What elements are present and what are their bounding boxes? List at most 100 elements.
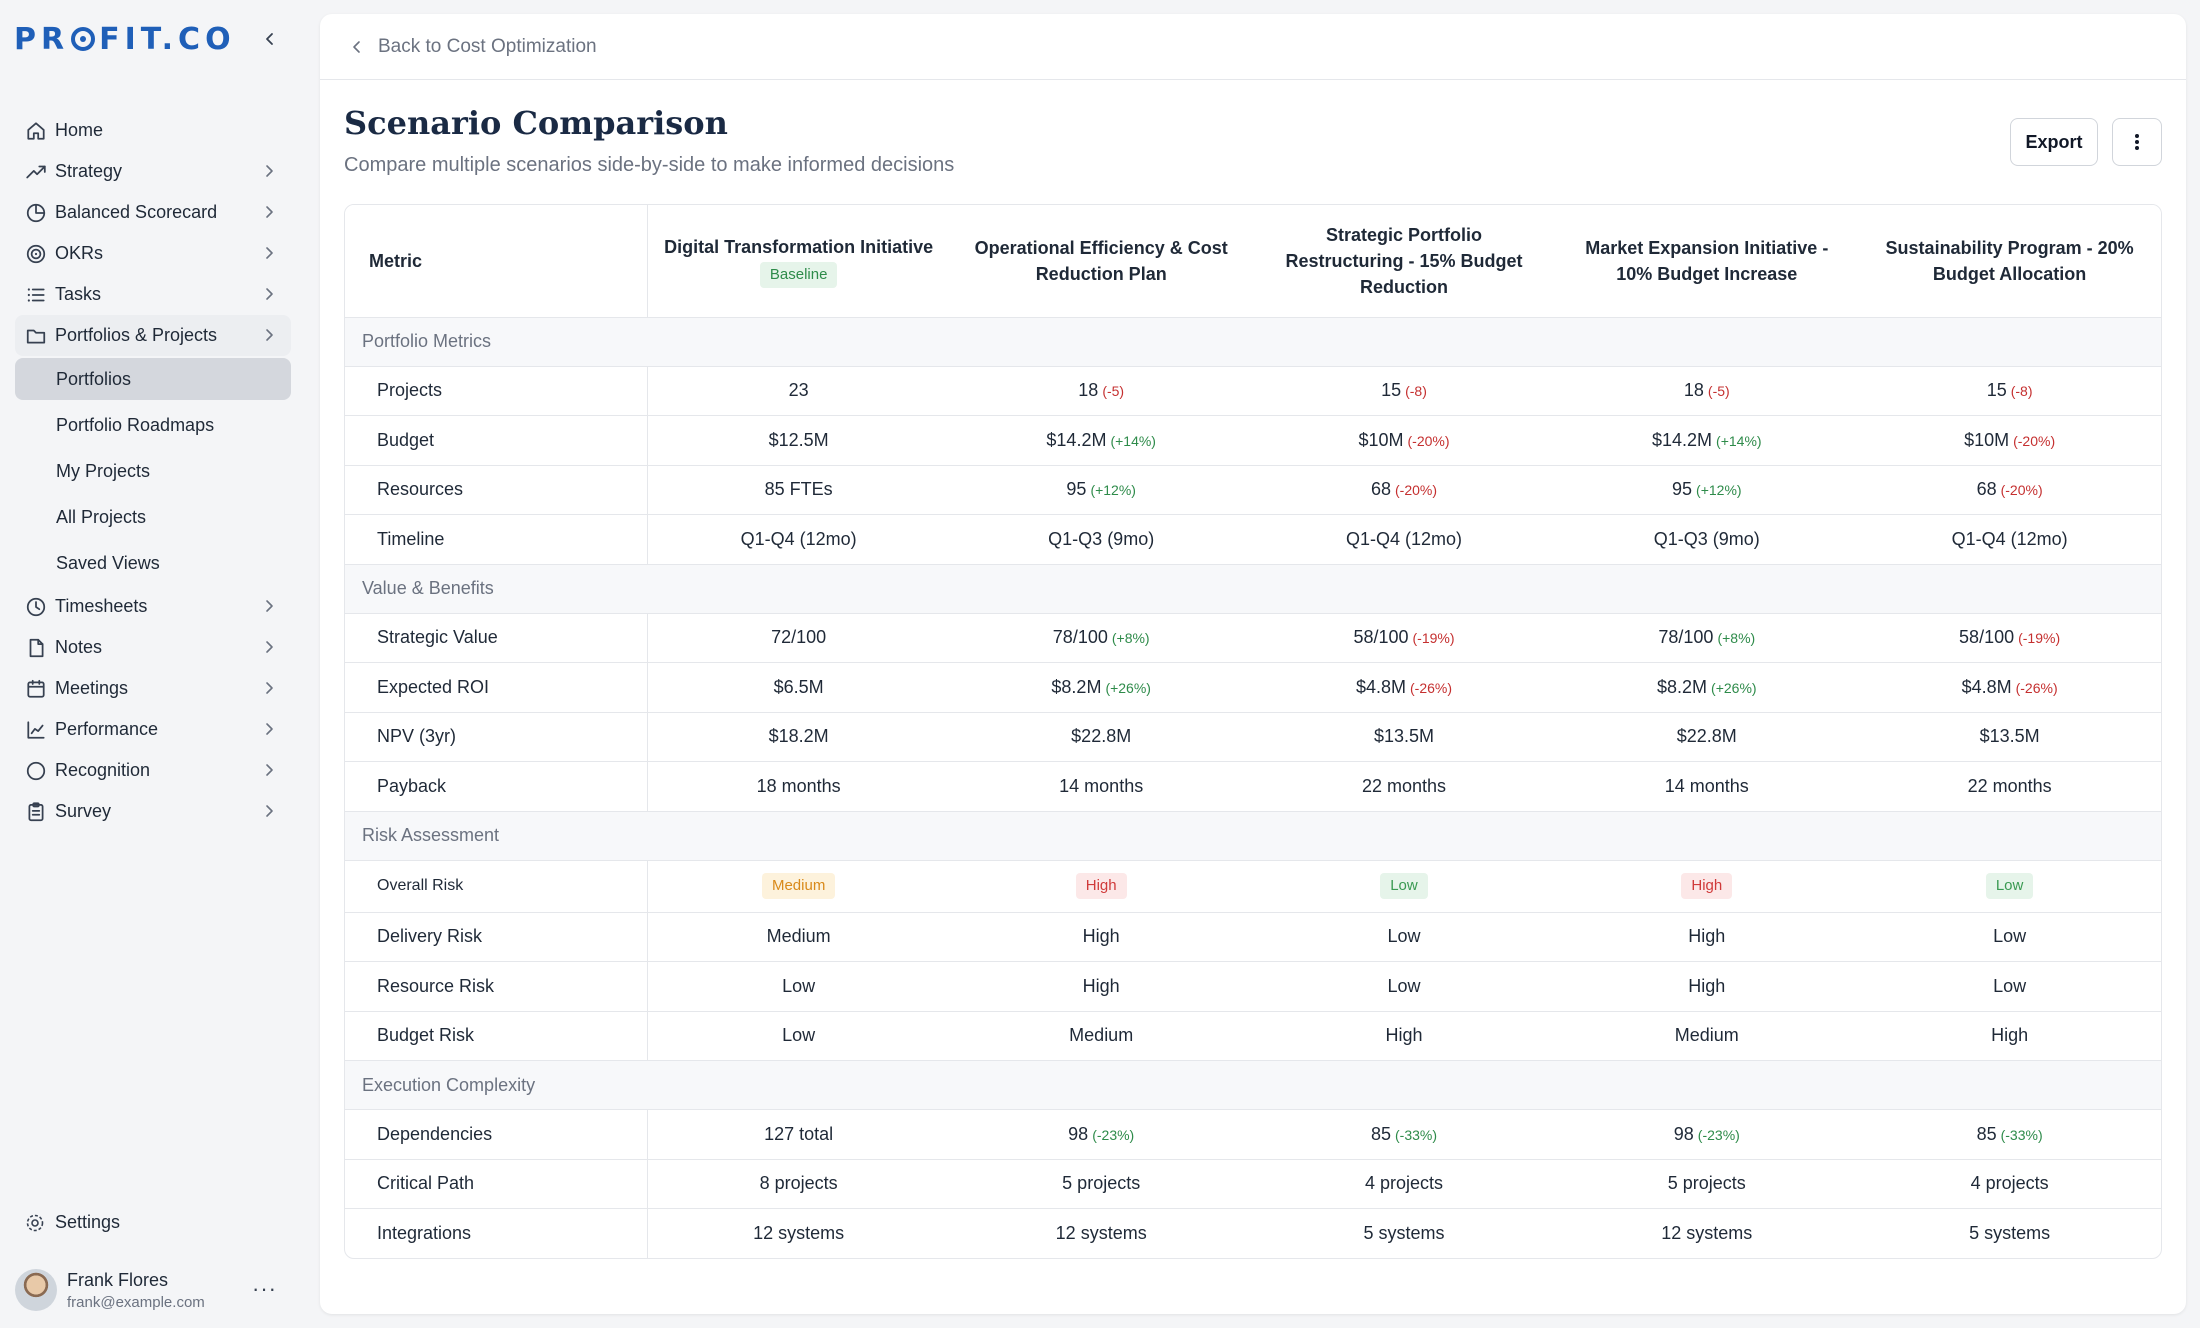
delta-value: (-33%) (2000, 1126, 2043, 1143)
value-cell: 98 (-23%) (949, 1109, 1253, 1159)
delta-value: (-8) (1405, 383, 1427, 400)
value-cell: 15 (-8) (1858, 365, 2161, 416)
delta-value: (-20%) (1395, 482, 1438, 499)
cell-value: 85 (1370, 1123, 1391, 1144)
cell-value: $10M (1358, 429, 1404, 450)
metric-label: Expected ROI (345, 662, 648, 712)
metric-label: Delivery Risk (345, 911, 648, 962)
cell-value: $8.2M (1657, 676, 1708, 697)
back-link[interactable]: Back to Cost Optimization (320, 14, 2186, 80)
metric-label: Integrations (345, 1208, 648, 1258)
sidebar-item-timesheets[interactable]: Timesheets (15, 586, 291, 627)
settings-link[interactable]: Settings (25, 1212, 120, 1233)
value-cell: 8 projects (647, 1158, 950, 1209)
scenario-name: Sustainability Program - 20% Budget Allo… (1885, 237, 2134, 284)
sidebar-subitem-my-projects[interactable]: My Projects (56, 460, 151, 481)
value-cell: 4 projects (1252, 1158, 1556, 1209)
cell-value: $4.8M (1961, 676, 2012, 697)
table-row: Strategic Value 72/100 78/100 (+8%) 58/100 (-… (345, 612, 2161, 663)
metric-label: Resources (345, 464, 648, 515)
cell-value: 22 months (1361, 775, 1447, 796)
sidebar-item-home[interactable]: Home (15, 110, 291, 151)
value-cell: 22 months (1252, 761, 1556, 811)
sidebar-item-balanced-scorecard[interactable]: Balanced Scorecard (15, 192, 291, 233)
value-cell: Q1-Q3 (9mo) (949, 514, 1253, 564)
chevron-right-icon (266, 329, 273, 341)
value-cell: High (1555, 911, 1859, 962)
table-row: Resource Risk Low High Low High Low (345, 961, 2161, 1011)
circle-icon (26, 761, 46, 780)
delta-value: (-8) (2010, 383, 2033, 400)
metric-label: Strategic Value (345, 612, 648, 663)
sidebar-item-label: Recognition (55, 760, 151, 780)
sidebar-item-recognition[interactable]: Recognition (15, 750, 291, 791)
delta-value: (-19%) (1412, 630, 1455, 647)
export-button[interactable]: Export (2010, 118, 2098, 166)
scenario-name: Strategic Portfolio Restructuring - 15% … (1285, 224, 1523, 297)
comparison-table: Metric Digital Transformation Initiative… (344, 204, 2162, 1259)
cell-value: 127 total (764, 1123, 834, 1144)
sidebar-subitem-portfolios[interactable]: Portfolios (15, 358, 291, 400)
section-row: Risk Assessment (345, 810, 2161, 860)
delta-value: (-20%) (2013, 432, 2056, 449)
cell-value: Low (782, 1025, 816, 1046)
value-cell: 85 (-33%) (1858, 1109, 2161, 1159)
file-icon (29, 638, 44, 657)
cell-value: 72/100 (771, 627, 827, 648)
value-cell: 23 (647, 365, 950, 416)
section-row: Execution Complexity (345, 1060, 2161, 1110)
sidebar-item-okrs[interactable]: OKRs (15, 233, 291, 274)
cell-value: 5 projects (1667, 1173, 1746, 1194)
chevron-right-icon (266, 247, 273, 259)
sidebar-item-tasks[interactable]: Tasks (15, 274, 291, 315)
sidebar-item-label: Survey (55, 801, 112, 821)
scenario-column-header: Operational Efficiency & Cost Reduction … (949, 205, 1253, 317)
sidebar-item-strategy[interactable]: Strategy (15, 151, 291, 192)
user-info: Frank Flores frank@example.com (67, 1270, 205, 1311)
sidebar-subitem-portfolio-roadmaps[interactable]: Portfolio Roadmaps (56, 414, 215, 435)
cell-value: 78/100 (1052, 627, 1108, 648)
cell-value: $4.8M (1355, 676, 1406, 697)
risk-badge: High (1681, 873, 1733, 899)
cell-value: $6.5M (773, 676, 824, 697)
section-title: Risk Assessment (345, 810, 2161, 860)
value-cell: 72/100 (647, 612, 950, 663)
user-email: frank@example.com (67, 1293, 205, 1311)
collapse-sidebar-button[interactable] (256, 25, 284, 53)
cell-value: High (1385, 1025, 1423, 1046)
cell-value: Medium (766, 926, 831, 947)
cell-value: 5 systems (1969, 1223, 2051, 1243)
sidebar-item-meetings[interactable]: Meetings (15, 668, 291, 709)
more-horizontal-icon[interactable]: ··· (252, 1276, 277, 1301)
sidebar-item-performance[interactable]: Performance (15, 709, 291, 750)
profit-co-logo[interactable]: PR FIT.CO (14, 22, 236, 57)
cell-value: 58/100 (1959, 627, 2015, 648)
sidebar-item-notes[interactable]: Notes (15, 627, 291, 668)
page-subtitle: Compare multiple scenarios side-by-side … (344, 154, 955, 176)
value-cell: High (949, 859, 1253, 912)
value-cell: High (1858, 1010, 2161, 1061)
cell-value: 5 systems (1363, 1223, 1445, 1243)
delta-value: (-19%) (2018, 630, 2061, 647)
value-cell: $4.8M (-26%) (1858, 662, 2161, 712)
sidebar-item-portfolios-and-projects[interactable]: Portfolios & Projects (15, 315, 291, 356)
cell-value: $13.5M (1979, 726, 2040, 747)
delta-value: (-33%) (1395, 1126, 1438, 1143)
sidebar-subitem-saved-views[interactable]: Saved Views (56, 552, 160, 573)
value-cell: $18.2M (647, 711, 950, 762)
delta-value: (+8%) (1111, 630, 1150, 647)
user-profile[interactable]: Frank Flores frank@example.com ··· (15, 1266, 285, 1314)
cell-value: 12 systems (1661, 1223, 1753, 1243)
value-cell: $10M (-20%) (1858, 415, 2161, 465)
more-options-button[interactable] (2112, 118, 2162, 166)
value-cell: $13.5M (1252, 711, 1556, 762)
sidebar-subitem-all-projects[interactable]: All Projects (56, 506, 147, 527)
value-cell: 12 systems (949, 1208, 1253, 1258)
value-cell: Low (1858, 961, 2161, 1011)
cell-value: $18.2M (768, 726, 829, 747)
sidebar-item-survey[interactable]: Survey (15, 791, 291, 832)
cell-value: 4 projects (1970, 1173, 2049, 1194)
value-cell: High (949, 961, 1253, 1011)
chevron-left-icon (353, 40, 360, 53)
settings-label: Settings (55, 1212, 121, 1232)
